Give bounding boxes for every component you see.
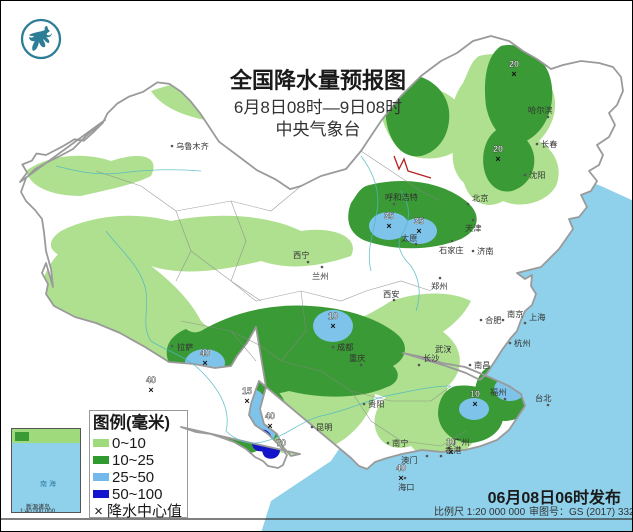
svg-text:中央气象台: 中央气象台 xyxy=(276,120,361,139)
svg-text:沈阳: 沈阳 xyxy=(529,170,545,180)
svg-text:10: 10 xyxy=(328,311,338,321)
svg-text:兰州: 兰州 xyxy=(312,271,328,281)
svg-text:6月8日08时—9日08时: 6月8日08时—9日08时 xyxy=(234,98,402,117)
svg-text:×: × xyxy=(202,358,207,368)
svg-text:20: 20 xyxy=(509,59,519,69)
svg-text:福州: 福州 xyxy=(490,388,506,397)
svg-text:武汉: 武汉 xyxy=(435,344,451,354)
svg-text:40: 40 xyxy=(200,348,210,358)
svg-text:×: × xyxy=(386,221,391,231)
svg-text:×: × xyxy=(148,385,153,395)
svg-text:长春: 长春 xyxy=(541,139,557,149)
svg-text:×: × xyxy=(330,321,335,331)
svg-text:×: × xyxy=(398,473,403,483)
svg-text:×: × xyxy=(267,421,272,431)
svg-text:杭州: 杭州 xyxy=(514,338,530,348)
svg-text:合肥: 合肥 xyxy=(485,315,501,325)
svg-text:石家庄: 石家庄 xyxy=(439,245,464,255)
svg-text:10: 10 xyxy=(470,389,480,399)
svg-text:上海: 上海 xyxy=(529,312,545,322)
svg-text:35: 35 xyxy=(384,211,394,221)
svg-text:×: × xyxy=(244,396,249,406)
svg-text:南京: 南京 xyxy=(507,309,523,319)
svg-text:40: 40 xyxy=(146,375,156,385)
svg-text:西安: 西安 xyxy=(383,289,399,299)
svg-text:拉萨: 拉萨 xyxy=(177,342,193,352)
svg-text:济南: 济南 xyxy=(477,246,493,256)
svg-text:比例尺 1:20 000 000: 比例尺 1:20 000 000 xyxy=(434,505,526,518)
svg-text:×: × xyxy=(472,399,477,409)
svg-text:06月08日06时发布: 06月08日06时发布 xyxy=(488,488,621,507)
svg-text:贵阳: 贵阳 xyxy=(368,399,384,409)
svg-text:郑州: 郑州 xyxy=(431,281,447,291)
svg-text:×: × xyxy=(495,154,500,164)
svg-text:北京: 北京 xyxy=(472,193,488,203)
svg-text:哈尔滨: 哈尔滨 xyxy=(528,105,553,115)
svg-text:15: 15 xyxy=(242,386,252,396)
svg-text:×: × xyxy=(511,69,516,79)
svg-text:40: 40 xyxy=(265,411,275,421)
svg-text:全国降水量预报图: 全国降水量预报图 xyxy=(229,68,406,93)
svg-text:70: 70 xyxy=(276,438,286,448)
svg-text:乌鲁木齐: 乌鲁木齐 xyxy=(176,141,209,151)
svg-text:昆明: 昆明 xyxy=(316,423,332,432)
svg-text:20: 20 xyxy=(493,144,503,154)
svg-text:呼和浩特: 呼和浩特 xyxy=(385,192,418,202)
svg-text:海口: 海口 xyxy=(398,482,414,492)
svg-text:香港: 香港 xyxy=(445,445,462,455)
svg-text:台北: 台北 xyxy=(535,393,551,403)
svg-text:天津: 天津 xyxy=(465,223,481,233)
svg-text:西宁: 西宁 xyxy=(293,250,309,260)
svg-text:成都: 成都 xyxy=(337,342,353,352)
svg-text:南宁: 南宁 xyxy=(392,438,408,448)
svg-text:35: 35 xyxy=(414,216,424,226)
svg-text:重庆: 重庆 xyxy=(349,353,365,363)
svg-text:审图号：GS (2017) 3320号: 审图号：GS (2017) 3320号 xyxy=(529,505,633,518)
svg-text:太原: 太原 xyxy=(401,233,417,243)
svg-text:澳门: 澳门 xyxy=(401,455,417,465)
svg-text:南昌: 南昌 xyxy=(474,360,490,370)
svg-text:长沙: 长沙 xyxy=(423,353,439,363)
